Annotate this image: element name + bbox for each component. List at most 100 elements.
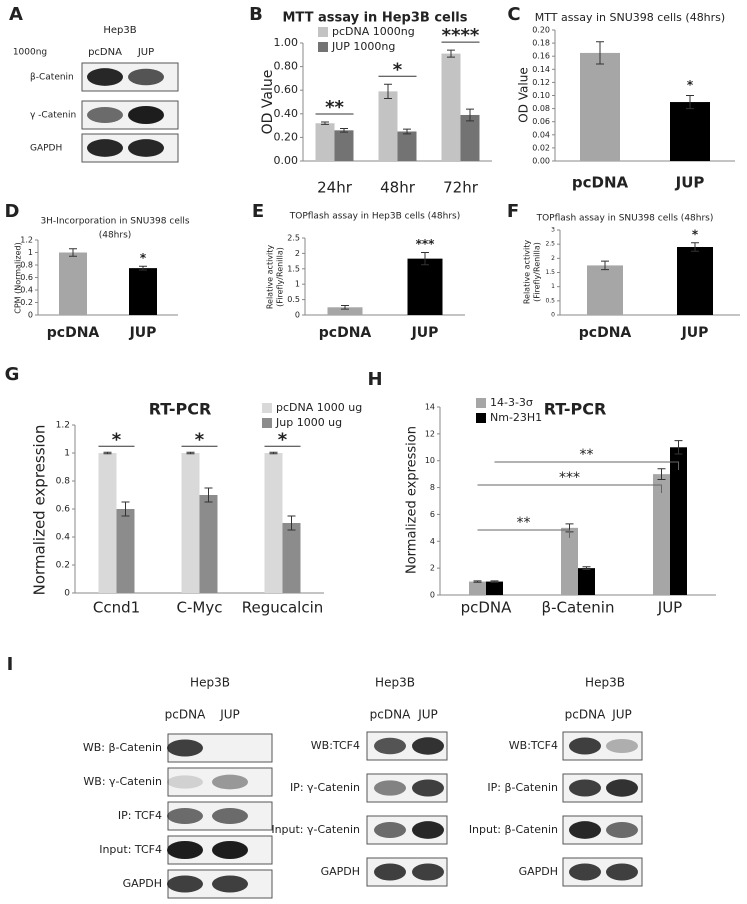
y-tick-label: 3 [551,227,555,234]
chart-title: RT-PCR [149,400,212,419]
y-tick-label: 2 [430,564,435,573]
band [167,808,203,824]
lane-label: pcDNA [88,47,122,58]
significance-label: * [195,429,205,450]
panel-label: G [5,364,20,385]
y-tick-label: 4 [430,537,435,546]
y-tick-label: 0.5 [287,295,300,304]
error-bar [121,501,130,517]
legend-swatch [476,398,486,408]
x-tick-label: Ccnd1 [93,599,140,617]
error-bar [103,451,112,455]
y-tick-label: 1 [28,248,33,257]
y-tick-label: 1.5 [287,264,300,273]
error-bar [186,451,195,455]
legend-label: Jup 1000 ug [275,416,342,429]
error-bar [657,468,666,481]
y-axis-label: (Firefly/Renilla) [533,242,542,302]
y-tick-label: 1 [551,283,555,290]
x-tick-label: pcDNA [579,325,632,341]
band [412,821,444,839]
band [606,779,638,797]
band [87,139,123,157]
x-tick-label: C-Myc [177,599,223,617]
y-axis-label: OD Value [260,70,276,135]
significance-label: * [278,429,288,450]
y-tick-label: 1 [64,449,70,459]
y-tick-label: 0.6 [20,273,33,282]
bar [578,568,595,595]
legend-swatch [318,27,328,37]
band [606,738,638,754]
row-label: GAPDH [30,144,62,154]
row-label: IP: γ-Catenin [290,781,360,794]
y-tick-label: 0.4 [56,533,71,543]
significance-bracket [477,484,662,493]
x-tick-label: 24hr [317,179,353,197]
band [374,822,406,838]
bar [98,453,117,593]
band [374,737,406,755]
lane-label: JUP [219,708,240,722]
cell-line: Hep3B [375,676,415,690]
bar [264,453,283,593]
lane-label: JUP [611,708,632,722]
y-tick-label: 14 [425,403,435,412]
significance-bracket [477,529,570,538]
y-tick-label: 0.40 [274,107,299,120]
band [412,863,444,881]
chart-title: TOPflash assay in Hep3B cells (48hrs) [289,212,461,222]
x-tick-label: pcDNA [319,325,372,341]
bar [587,265,623,315]
y-tick-label: 0.10 [532,91,550,100]
error-bar [341,304,349,310]
band [212,875,248,893]
y-tick-label: 0.20 [274,130,299,143]
significance-label: *** [416,237,436,251]
y-tick-label: 1 [295,280,300,289]
significance-label: * [112,429,122,450]
error-bar [139,265,147,271]
band [128,68,164,86]
error-bar [447,49,455,58]
y-tick-label: 0.12 [532,78,550,87]
row-label: IP: TCF4 [118,809,162,822]
y-tick-label: 8 [430,483,435,492]
x-tick-label: Regucalcin [242,599,324,617]
bar [670,447,687,595]
row-label: WB:TCF4 [509,739,558,752]
y-tick-label: 0.8 [56,477,71,487]
lane-label: pcDNA [565,708,606,722]
bar [315,123,335,161]
x-tick-label: β-Catenin [542,599,615,617]
chart-title: MTT assay in SNU398 cells (48hrs) [535,11,725,24]
bar [129,268,157,315]
blot-strip [167,767,273,797]
y-tick-label: 1.00 [274,36,299,49]
y-tick-label: 6 [430,510,435,519]
y-tick-label: 0.00 [532,157,550,166]
y-tick-label: 0 [295,311,300,320]
y-axis-label: Relative activity [523,240,532,305]
bar [670,102,710,161]
y-tick-label: 2 [295,249,300,258]
panel-label: I [7,654,14,675]
y-tick-label: 0.14 [532,65,550,74]
y-axis-label: (Firefly/Renilla) [276,247,285,307]
y-tick-label: 0 [64,589,70,599]
band [128,105,164,125]
y-axis-label: Normalized expression [31,425,49,596]
row-label: GAPDH [519,865,558,878]
error-bar [384,83,392,99]
band [374,863,406,881]
significance-label: **** [442,25,480,46]
chart-title: 3H-Incorporation in SNU398 cells [40,217,189,227]
x-tick-label: pcDNA [461,599,513,617]
bar [181,453,200,593]
significance-label: ** [517,515,531,531]
lane-label: pcDNA [370,708,411,722]
band [374,780,406,796]
significance-label: ** [580,447,594,463]
y-tick-label: 1.2 [20,236,33,245]
